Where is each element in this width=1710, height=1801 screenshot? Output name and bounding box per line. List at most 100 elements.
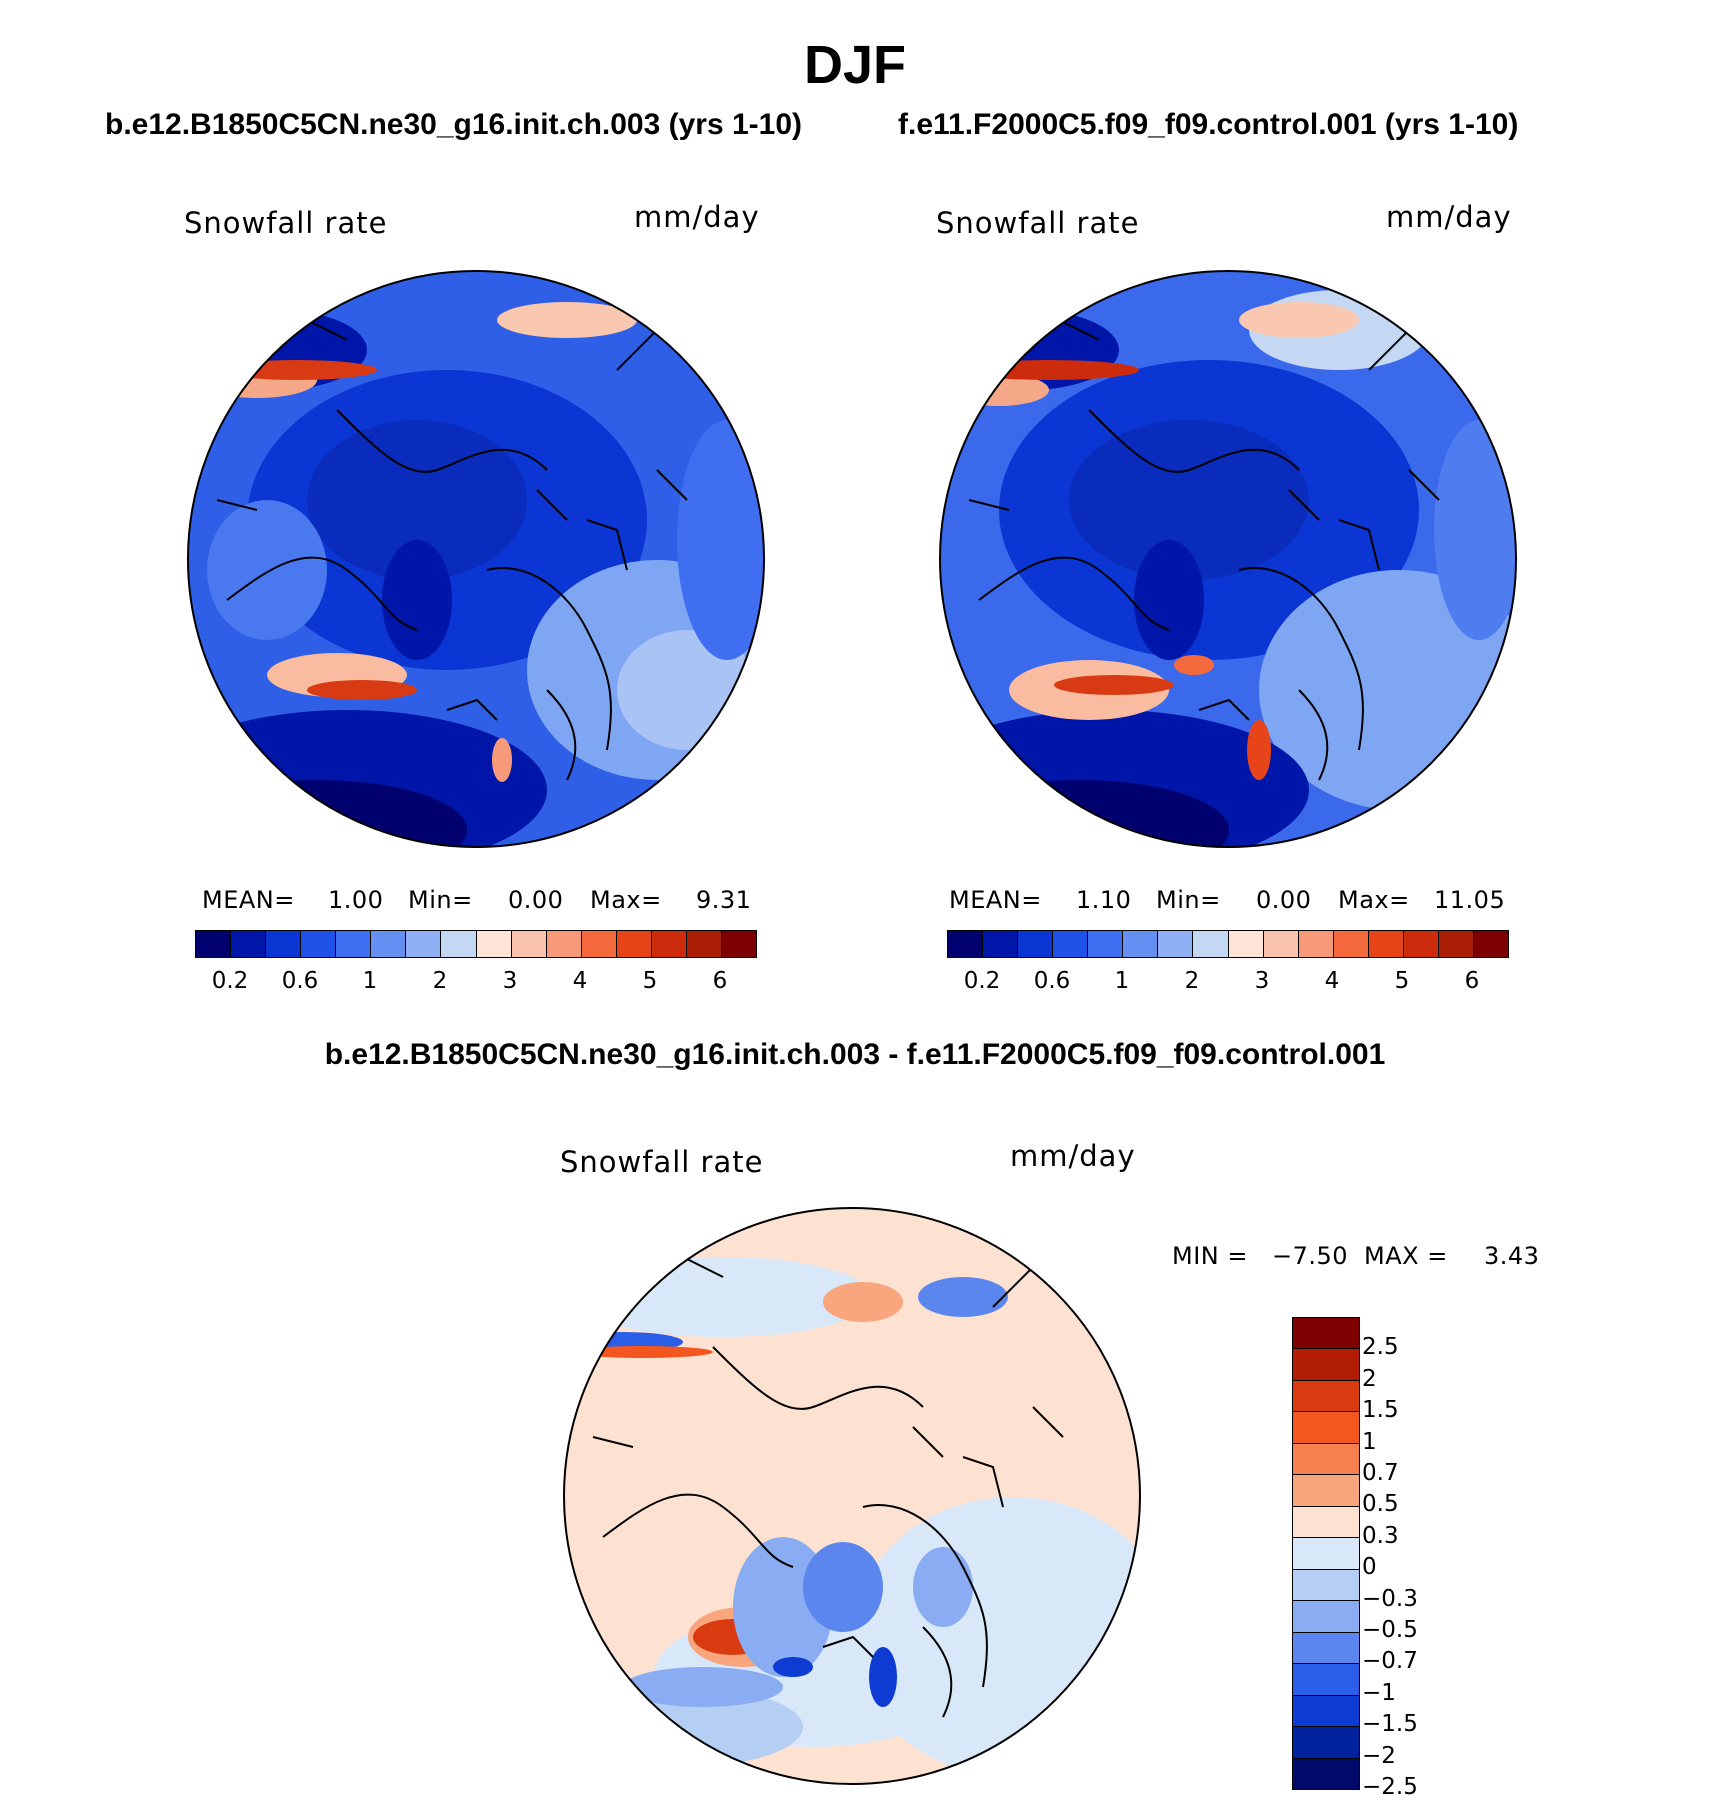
colorbar-tick-label: 0.6	[1033, 968, 1071, 994]
difference-title: b.e12.B1850C5CN.ne30_g16.init.ch.003 - f…	[324, 1038, 1386, 1071]
colorbar-tick-label: 4	[1324, 968, 1340, 994]
colorbar-tick-label: −2	[1362, 1742, 1396, 1769]
colorbar-swatch	[1293, 1758, 1359, 1790]
colorbar-swatch	[1018, 931, 1054, 957]
colorbar-swatch	[1403, 931, 1439, 957]
left-min-value: 0.00	[508, 886, 564, 914]
colorbar-swatch	[1293, 1632, 1359, 1665]
left-max-label: Max=	[590, 886, 662, 914]
diff-min-label: MIN =	[1172, 1242, 1248, 1270]
colorbar-tick-label: 2	[432, 968, 448, 994]
colorbar-tick-label: 2.5	[1362, 1334, 1399, 1361]
colorbar-swatch	[511, 931, 547, 957]
difference-colorbar	[1292, 1317, 1360, 1790]
diff-min-value: −7.50	[1272, 1242, 1349, 1270]
colorbar-tick-label: 1	[1114, 968, 1130, 994]
colorbar-swatch	[581, 931, 617, 957]
diff-variable-label: Snowfall rate	[560, 1145, 764, 1179]
right-mean-value: 1.10	[1076, 886, 1132, 914]
colorbar-tick-label: 3	[502, 968, 518, 994]
colorbar-swatch	[1088, 931, 1124, 957]
colorbar-tick-label: 5	[1394, 968, 1410, 994]
colorbar-swatch	[336, 931, 372, 957]
colorbar-swatch	[1333, 931, 1369, 957]
colorbar-swatch	[266, 931, 302, 957]
colorbar-swatch	[1293, 1506, 1359, 1539]
colorbar-swatch	[1293, 1664, 1359, 1696]
colorbar-swatch	[406, 931, 442, 957]
main-title: DJF	[803, 35, 906, 95]
left-units-label: mm/day	[634, 200, 760, 234]
colorbar-swatch	[1228, 931, 1264, 957]
colorbar-swatch	[721, 931, 756, 957]
right-max-value: 11.05	[1434, 886, 1506, 914]
diff-max-value: 3.43	[1484, 1242, 1540, 1270]
colorbar-swatch	[196, 931, 232, 957]
colorbar-swatch	[1293, 1538, 1359, 1570]
colorbar-swatch	[1293, 1318, 1359, 1350]
colorbar-tick-label: −0.5	[1362, 1617, 1418, 1643]
colorbar-tick-label: 0.2	[211, 968, 249, 994]
colorbar-swatch	[1293, 1727, 1359, 1759]
difference-snowfall-map	[563, 1207, 1141, 1785]
colorbar-swatch	[1293, 1601, 1359, 1633]
colorbar-swatch	[1368, 931, 1404, 957]
colorbar-swatch	[1473, 931, 1508, 957]
colorbar-swatch	[1293, 1695, 1359, 1728]
colorbar-tick-label: 4	[572, 968, 588, 994]
colorbar-swatch	[983, 931, 1019, 957]
colorbar-swatch	[546, 931, 582, 957]
colorbar-swatch	[231, 931, 267, 957]
colorbar-swatch	[1053, 931, 1089, 957]
colorbar-swatch	[1158, 931, 1194, 957]
colorbar-tick-label: 6	[1464, 968, 1480, 994]
right-units-label: mm/day	[1386, 200, 1512, 234]
colorbar-swatch	[371, 931, 407, 957]
left-mean-value: 1.00	[328, 886, 384, 914]
colorbar-tick-label: −0.7	[1362, 1648, 1418, 1675]
right-colorbar	[947, 930, 1509, 958]
colorbar-tick-label: 6	[712, 968, 728, 994]
colorbar-swatch	[948, 931, 984, 957]
left-snowfall-map	[187, 270, 765, 848]
colorbar-tick-label: 3	[1254, 968, 1270, 994]
colorbar-tick-label: 2	[1362, 1365, 1377, 1392]
colorbar-swatch	[651, 931, 687, 957]
colorbar-tick-label: −0.3	[1362, 1585, 1418, 1612]
right-variable-label: Snowfall rate	[936, 206, 1140, 240]
colorbar-swatch	[1293, 1380, 1359, 1413]
right-case-title: f.e11.F2000C5.f09_f09.control.001 (yrs 1…	[898, 108, 1519, 141]
colorbar-swatch	[1438, 931, 1474, 957]
colorbar-tick-label: 0.5	[1362, 1491, 1399, 1518]
colorbar-tick-label: 0.2	[963, 968, 1001, 994]
colorbar-tick-label: 0.3	[1362, 1522, 1399, 1549]
colorbar-tick-label: 1	[1362, 1428, 1377, 1455]
colorbar-tick-label: 0.7	[1362, 1460, 1399, 1486]
colorbar-swatch	[1298, 931, 1334, 957]
right-min-label: Min=	[1156, 886, 1221, 914]
colorbar-tick-label: 0	[1362, 1554, 1377, 1581]
right-min-value: 0.00	[1256, 886, 1312, 914]
left-max-value: 9.31	[696, 886, 752, 914]
left-colorbar	[195, 930, 757, 958]
colorbar-tick-label: −1	[1362, 1679, 1396, 1706]
colorbar-tick-label: 2	[1184, 968, 1200, 994]
colorbar-swatch	[1193, 931, 1229, 957]
colorbar-tick-label: −1.5	[1362, 1711, 1418, 1738]
colorbar-tick-label: 5	[642, 968, 658, 994]
colorbar-swatch	[1293, 1349, 1359, 1381]
left-mean-label: MEAN=	[202, 886, 295, 914]
colorbar-swatch	[1293, 1443, 1359, 1476]
colorbar-swatch	[441, 931, 477, 957]
colorbar-swatch	[301, 931, 337, 957]
diff-units-label: mm/day	[1010, 1139, 1136, 1173]
colorbar-tick-label: 1.5	[1362, 1397, 1399, 1424]
right-snowfall-map	[939, 270, 1517, 848]
left-case-title: b.e12.B1850C5CN.ne30_g16.init.ch.003 (yr…	[105, 108, 803, 141]
colorbar-swatch	[616, 931, 652, 957]
colorbar-swatch	[1123, 931, 1159, 957]
right-max-label: Max=	[1338, 886, 1410, 914]
colorbar-swatch	[1293, 1475, 1359, 1507]
colorbar-swatch	[1293, 1412, 1359, 1444]
colorbar-swatch	[476, 931, 512, 957]
